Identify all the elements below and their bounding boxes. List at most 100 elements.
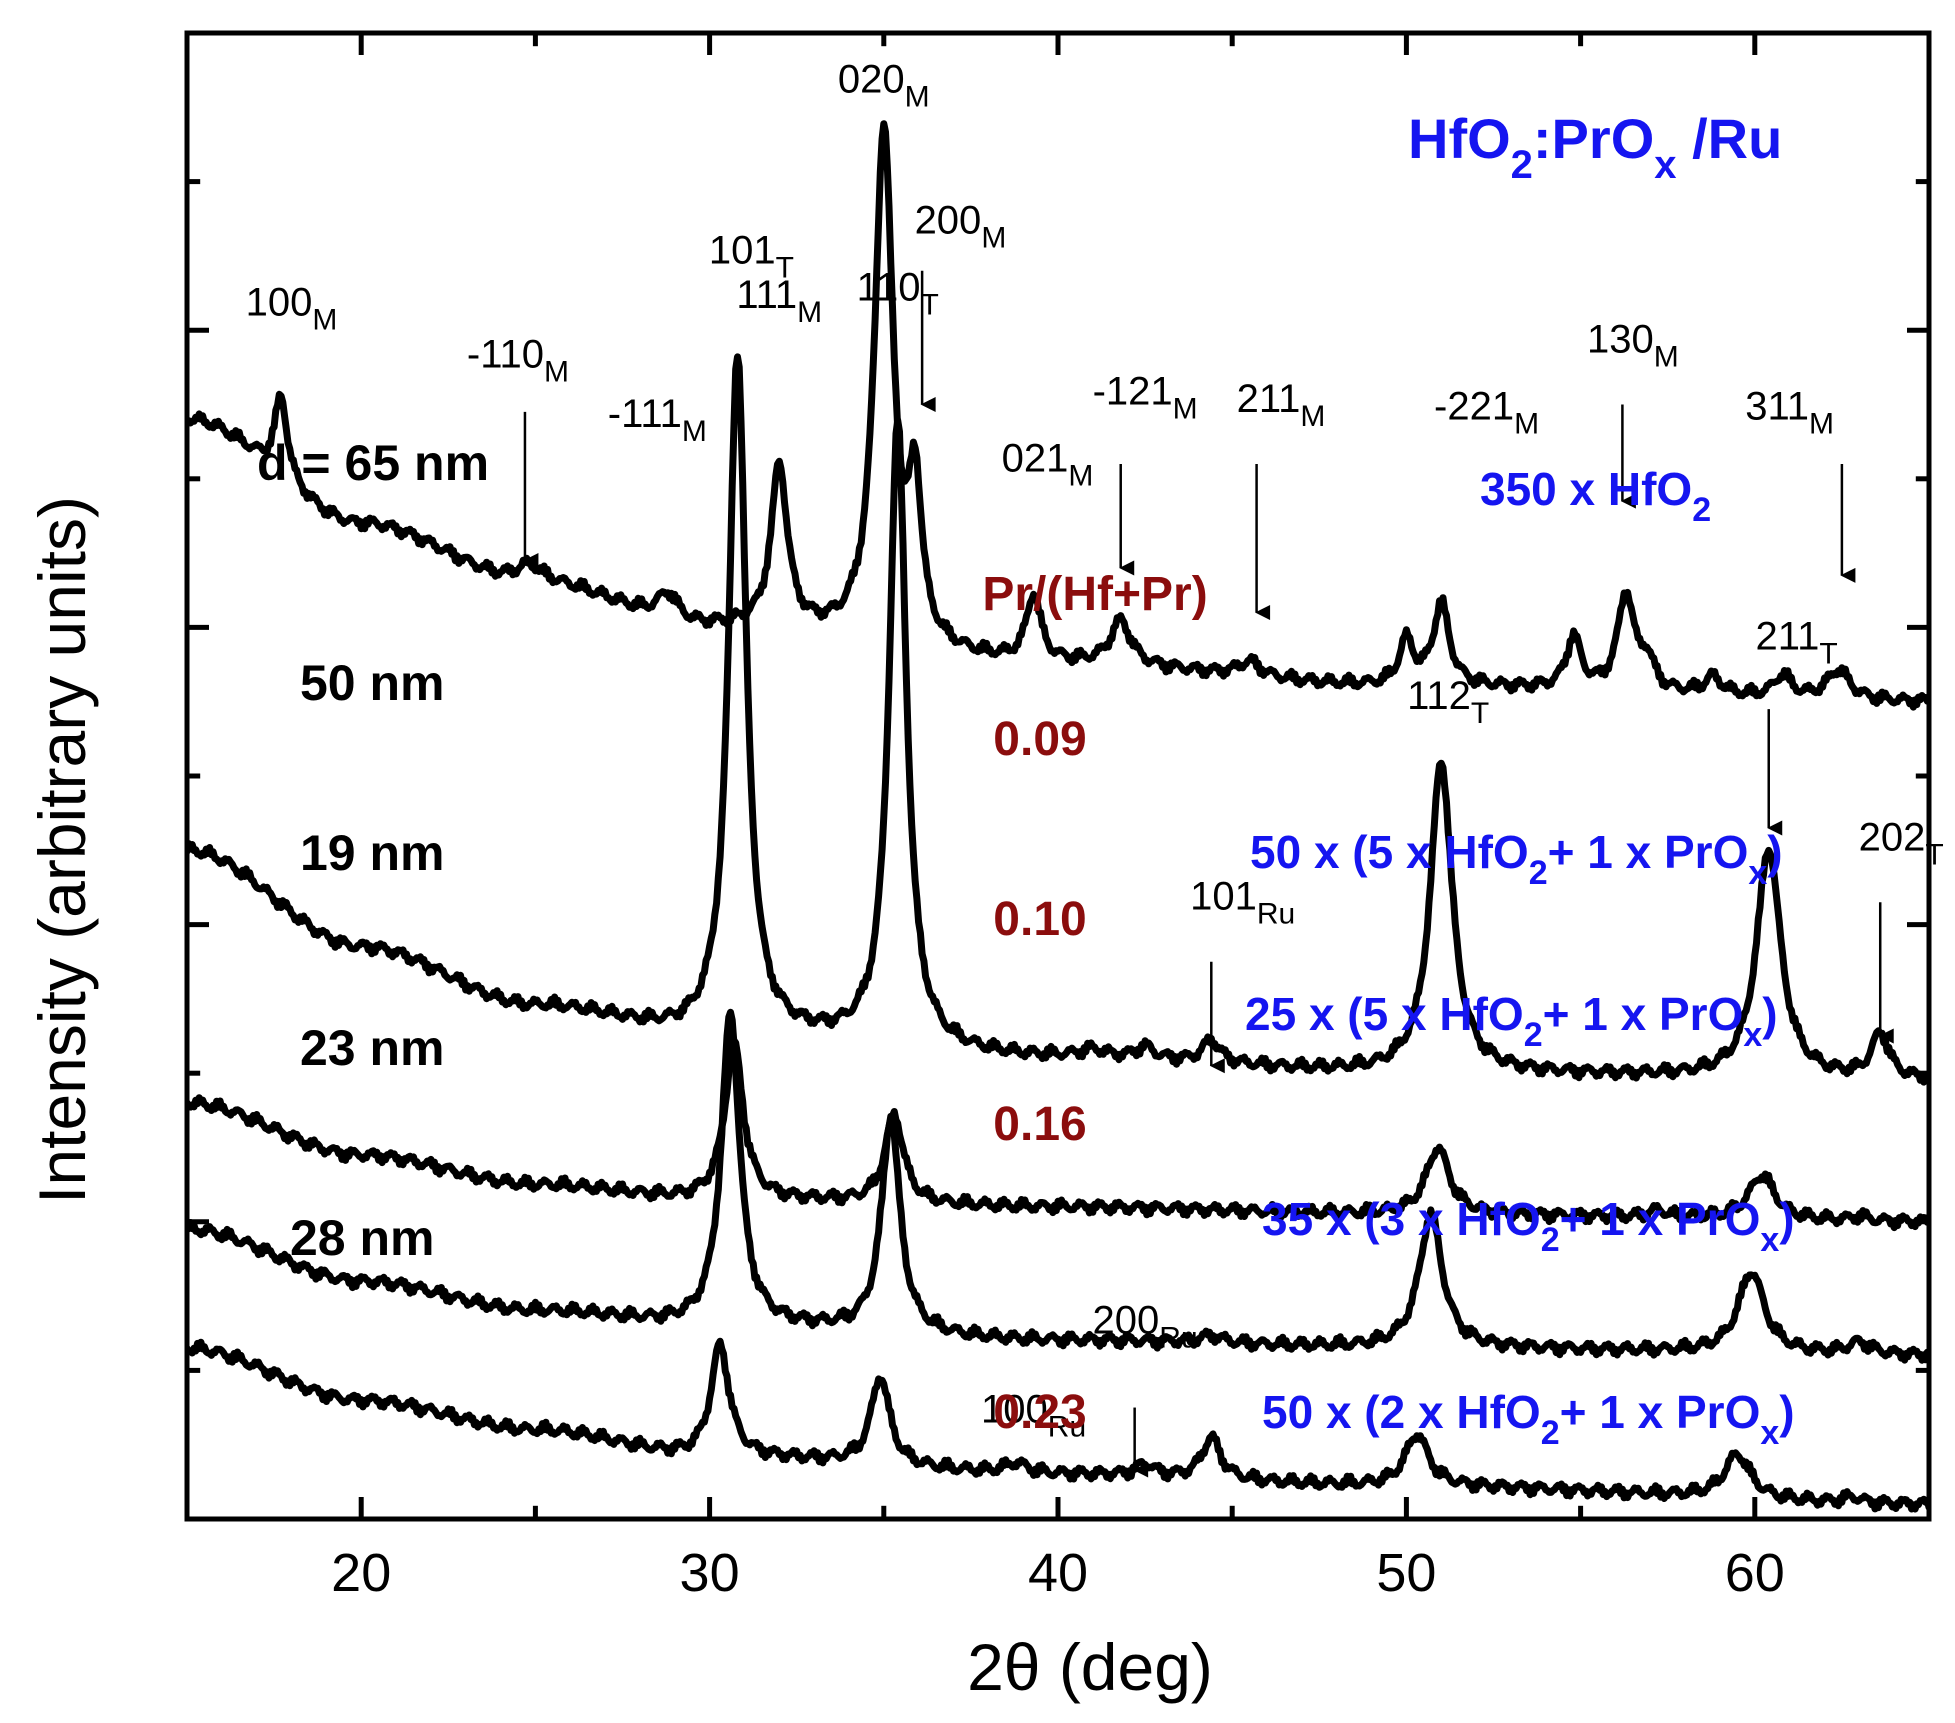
peak-label: 100M [246, 280, 338, 336]
recipe-subscript: x [1760, 1221, 1779, 1259]
chart-title: HfO2:PrOx /Ru [1408, 107, 1782, 187]
peak-label: 211M [1237, 377, 1326, 433]
peak-index: 130 [1587, 317, 1654, 361]
trace-line [187, 1037, 1929, 1232]
peak-phase: M [1300, 400, 1325, 433]
peak-phase: Ru [1257, 898, 1295, 931]
peak-label: 200M [915, 199, 1007, 255]
thickness-label: 50 nm [300, 655, 445, 711]
trace-line [187, 353, 1929, 1086]
trace-line [187, 120, 1929, 711]
peak-label: 101Ru [1190, 875, 1295, 931]
x-tick-label: 60 [1725, 1543, 1785, 1603]
peak-index: 200 [1093, 1298, 1160, 1342]
peak-index: -111 [608, 392, 682, 436]
xlabel: 2θ (deg) [967, 1630, 1213, 1704]
peak-phase: M [1068, 459, 1093, 492]
ylabel: Intensity (arbitrary units) [25, 496, 99, 1204]
peak-label: 130M [1587, 317, 1679, 373]
trace-group [187, 120, 1929, 1513]
recipe-text: 350 x HfO [1480, 463, 1692, 515]
thickness-label: 19 nm [300, 825, 445, 881]
recipe-subscript: 2 [1541, 1221, 1560, 1259]
peak-index: 311 [1745, 384, 1809, 428]
recipe-label: 350 x HfO2 [1480, 463, 1711, 529]
peak-index: -221 [1434, 384, 1514, 428]
recipe-subscript: 2 [1692, 491, 1711, 529]
peak-phase: M [1173, 393, 1198, 426]
x-tick-label: 50 [1376, 1543, 1436, 1603]
peak-phase: M [1654, 340, 1679, 373]
recipe-text: ) [1762, 988, 1777, 1040]
recipe-subscript: x [1743, 1016, 1762, 1054]
peak-phase: T [776, 251, 794, 284]
recipe-subscript: x [1760, 1414, 1779, 1452]
peak-index: 200 [915, 199, 982, 243]
recipe-text: ) [1779, 1386, 1794, 1438]
peak-label: 110T [857, 265, 939, 321]
thickness-label: 23 nm [300, 1020, 445, 1076]
recipe-text: + 1 x PrO [1560, 1386, 1761, 1438]
recipe-text: ) [1779, 1193, 1794, 1245]
recipe-subscript: 2 [1541, 1414, 1560, 1452]
peak-label: 112T [1407, 674, 1489, 730]
peak-index: 211 [1237, 377, 1301, 421]
peak-phase: M [1514, 407, 1539, 440]
recipe-text: 35 x (3 x HfO [1262, 1193, 1541, 1245]
ratio-header: Pr/(Hf+Pr) [982, 568, 1207, 621]
peak-label: 211T [1756, 615, 1838, 671]
peak-phase: M [797, 296, 822, 329]
peak-phase: T [1819, 638, 1837, 671]
peak-phase: T [1925, 838, 1943, 871]
peak-label: -221M [1434, 384, 1539, 440]
axis-ticks: 20 30 40 50 60 [184, 30, 1932, 1603]
peak-index: 110 [857, 265, 921, 309]
peak-phase: M [312, 303, 337, 336]
peak-index: 202 [1859, 815, 1926, 859]
peak-label: 311M [1745, 384, 1834, 440]
ratio-value: 0.16 [993, 1098, 1086, 1151]
peak-index: 101 [709, 228, 776, 272]
recipe-label: 35 x (3 x HfO2+ 1 x PrOx) [1262, 1193, 1795, 1259]
peak-phase: M [682, 415, 707, 448]
peak-index: 100 [981, 1387, 1048, 1431]
ratio-value: 0.10 [993, 893, 1086, 946]
recipe-text: 25 x (5 x HfO [1245, 988, 1524, 1040]
recipe-label: 25 x (5 x HfO2+ 1 x PrOx) [1245, 988, 1778, 1054]
peak-index: 020 [838, 57, 905, 101]
x-tick-label: 30 [680, 1543, 740, 1603]
x-tick-label: 40 [1028, 1543, 1088, 1603]
peak-phase: M [544, 355, 569, 388]
recipe-subscript: x [1748, 854, 1767, 892]
peak-index: 211 [1756, 615, 1820, 659]
peak-label: -110M [467, 332, 569, 388]
thickness-label: d = 65 nm [257, 435, 489, 491]
peak-phase: Ru [1159, 1321, 1197, 1354]
x-tick-label: 20 [331, 1543, 391, 1603]
recipe-text: + 1 x PrO [1543, 988, 1744, 1040]
recipe-text: 50 x (2 x HfO [1262, 1386, 1541, 1438]
recipe-label: 50 x (5 x HfO2+ 1 x PrOx) [1250, 826, 1783, 892]
peak-index: 111 [736, 273, 797, 317]
thickness-label: 28 nm [290, 1210, 435, 1266]
peak-index: 021 [1002, 436, 1069, 480]
recipe-subscript: 2 [1524, 1016, 1543, 1054]
peak-index: 112 [1407, 674, 1471, 718]
recipe-text: + 1 x PrO [1548, 826, 1749, 878]
peak-label: 020M [838, 57, 930, 113]
peak-phase: M [1809, 407, 1834, 440]
peak-phase: T [1471, 697, 1489, 730]
peak-label: -111M [608, 392, 707, 448]
peak-label: 021M [1002, 436, 1094, 492]
peak-phase: M [981, 222, 1006, 255]
trace-line [187, 1008, 1929, 1364]
recipe-text: 50 x (5 x HfO [1250, 826, 1529, 878]
peak-index: 100 [246, 280, 313, 324]
recipe-text: + 1 x PrO [1560, 1193, 1761, 1245]
trace-line [187, 1337, 1929, 1513]
recipe-subscript: 2 [1529, 854, 1548, 892]
peak-index: 101 [1190, 875, 1257, 919]
peak-label: 111M [736, 273, 822, 329]
